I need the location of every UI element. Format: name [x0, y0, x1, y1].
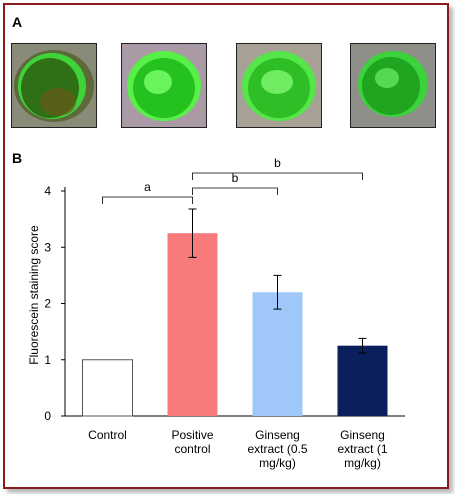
- ginseng-1-eye-photo: [350, 43, 436, 128]
- x-category-label: Ginseng extract (1 mg/kg): [321, 428, 405, 470]
- significance-label: b: [232, 171, 239, 185]
- y-tick-label: 3: [44, 240, 51, 254]
- panel-b-label: B: [12, 150, 23, 166]
- x-category-label-line: Control: [88, 428, 127, 442]
- ginseng-05-eye-photo: [236, 43, 322, 128]
- significance-label: b: [274, 156, 281, 170]
- panel-a-label: A: [12, 14, 23, 30]
- significance-bracket: [192, 187, 278, 195]
- x-category-label: Control: [66, 428, 150, 442]
- significance-label: a: [144, 180, 151, 194]
- bar: [337, 345, 388, 416]
- y-tick-label: 2: [44, 297, 51, 311]
- x-category-label-line: mg/kg): [344, 456, 381, 470]
- significance-bracket: [102, 196, 193, 204]
- control-eye-photo: [11, 43, 97, 128]
- y-axis-label: Fluorescein staining score: [27, 225, 41, 365]
- y-tick-label: 0: [44, 409, 51, 423]
- bar: [82, 359, 133, 417]
- y-tick-label: 4: [44, 184, 51, 198]
- x-category-label-line: control: [174, 442, 211, 456]
- x-category-label-line: Ginseng: [340, 428, 385, 442]
- x-category-label-line: extract (1: [337, 442, 388, 456]
- bar: [252, 292, 303, 416]
- positive-control-eye-photo: [121, 43, 207, 128]
- significance-bracket: [192, 172, 363, 180]
- y-tick-label: 1: [44, 353, 51, 367]
- x-category-label: Positive control: [151, 428, 235, 456]
- x-category-label: Ginseng extract (0.5 mg/kg): [236, 428, 320, 470]
- x-category-label-line: Ginseng: [255, 428, 300, 442]
- x-category-label-line: mg/kg): [259, 456, 296, 470]
- bar: [167, 233, 218, 416]
- x-category-label-line: extract (0.5: [247, 442, 308, 456]
- x-category-label-line: Positive: [171, 428, 214, 442]
